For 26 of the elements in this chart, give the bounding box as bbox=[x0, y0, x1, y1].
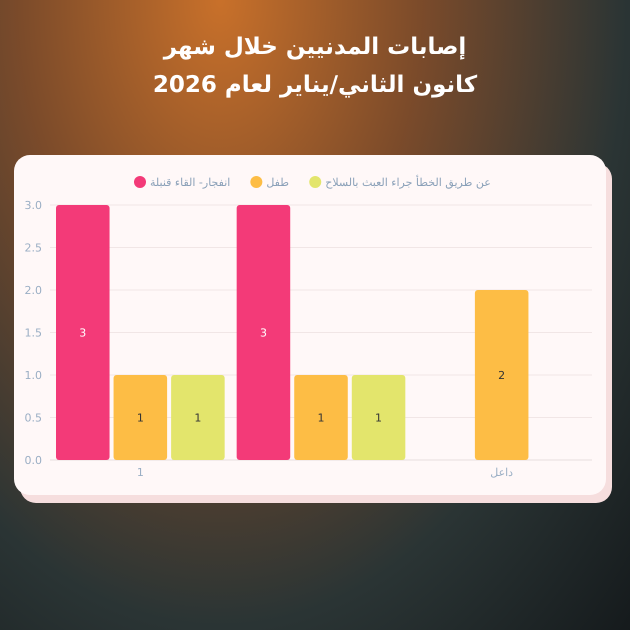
data-label: 2 bbox=[498, 369, 506, 382]
x-tick-label: داعل bbox=[490, 466, 514, 479]
y-tick-label: 1.5 bbox=[24, 326, 42, 340]
y-tick-label: 2.5 bbox=[24, 242, 42, 254]
data-label: 1 bbox=[375, 412, 382, 424]
bar bbox=[114, 375, 168, 460]
bar bbox=[236, 205, 290, 460]
data-label: 3 bbox=[260, 326, 267, 340]
bar bbox=[294, 375, 348, 460]
y-tick-label: 1.0 bbox=[24, 369, 42, 382]
legend-label: انفجار- القاء قنبلة bbox=[150, 176, 230, 189]
data-label: 3 bbox=[79, 326, 86, 340]
chart-title: إصابات المدنيين خلال شهر كانون الثاني/يناير لعام 2026 bbox=[152, 33, 478, 100]
data-label: 1 bbox=[194, 412, 202, 424]
legend-label: طفل bbox=[266, 176, 290, 189]
y-tick-label: 2.0 bbox=[24, 284, 42, 297]
data-label: 1 bbox=[136, 412, 144, 424]
bar bbox=[56, 205, 110, 460]
bar bbox=[171, 375, 225, 460]
y-tick-label: 3.0 bbox=[24, 199, 42, 212]
legend-label: عن طريق الخطأ جراء العبث بالسلاح bbox=[325, 174, 491, 189]
bar bbox=[352, 375, 406, 460]
bar bbox=[474, 290, 528, 460]
data-label: 1 bbox=[318, 412, 324, 424]
y-tick-label: 0.0 bbox=[24, 454, 42, 467]
y-tick-label: 0.5 bbox=[24, 412, 42, 424]
